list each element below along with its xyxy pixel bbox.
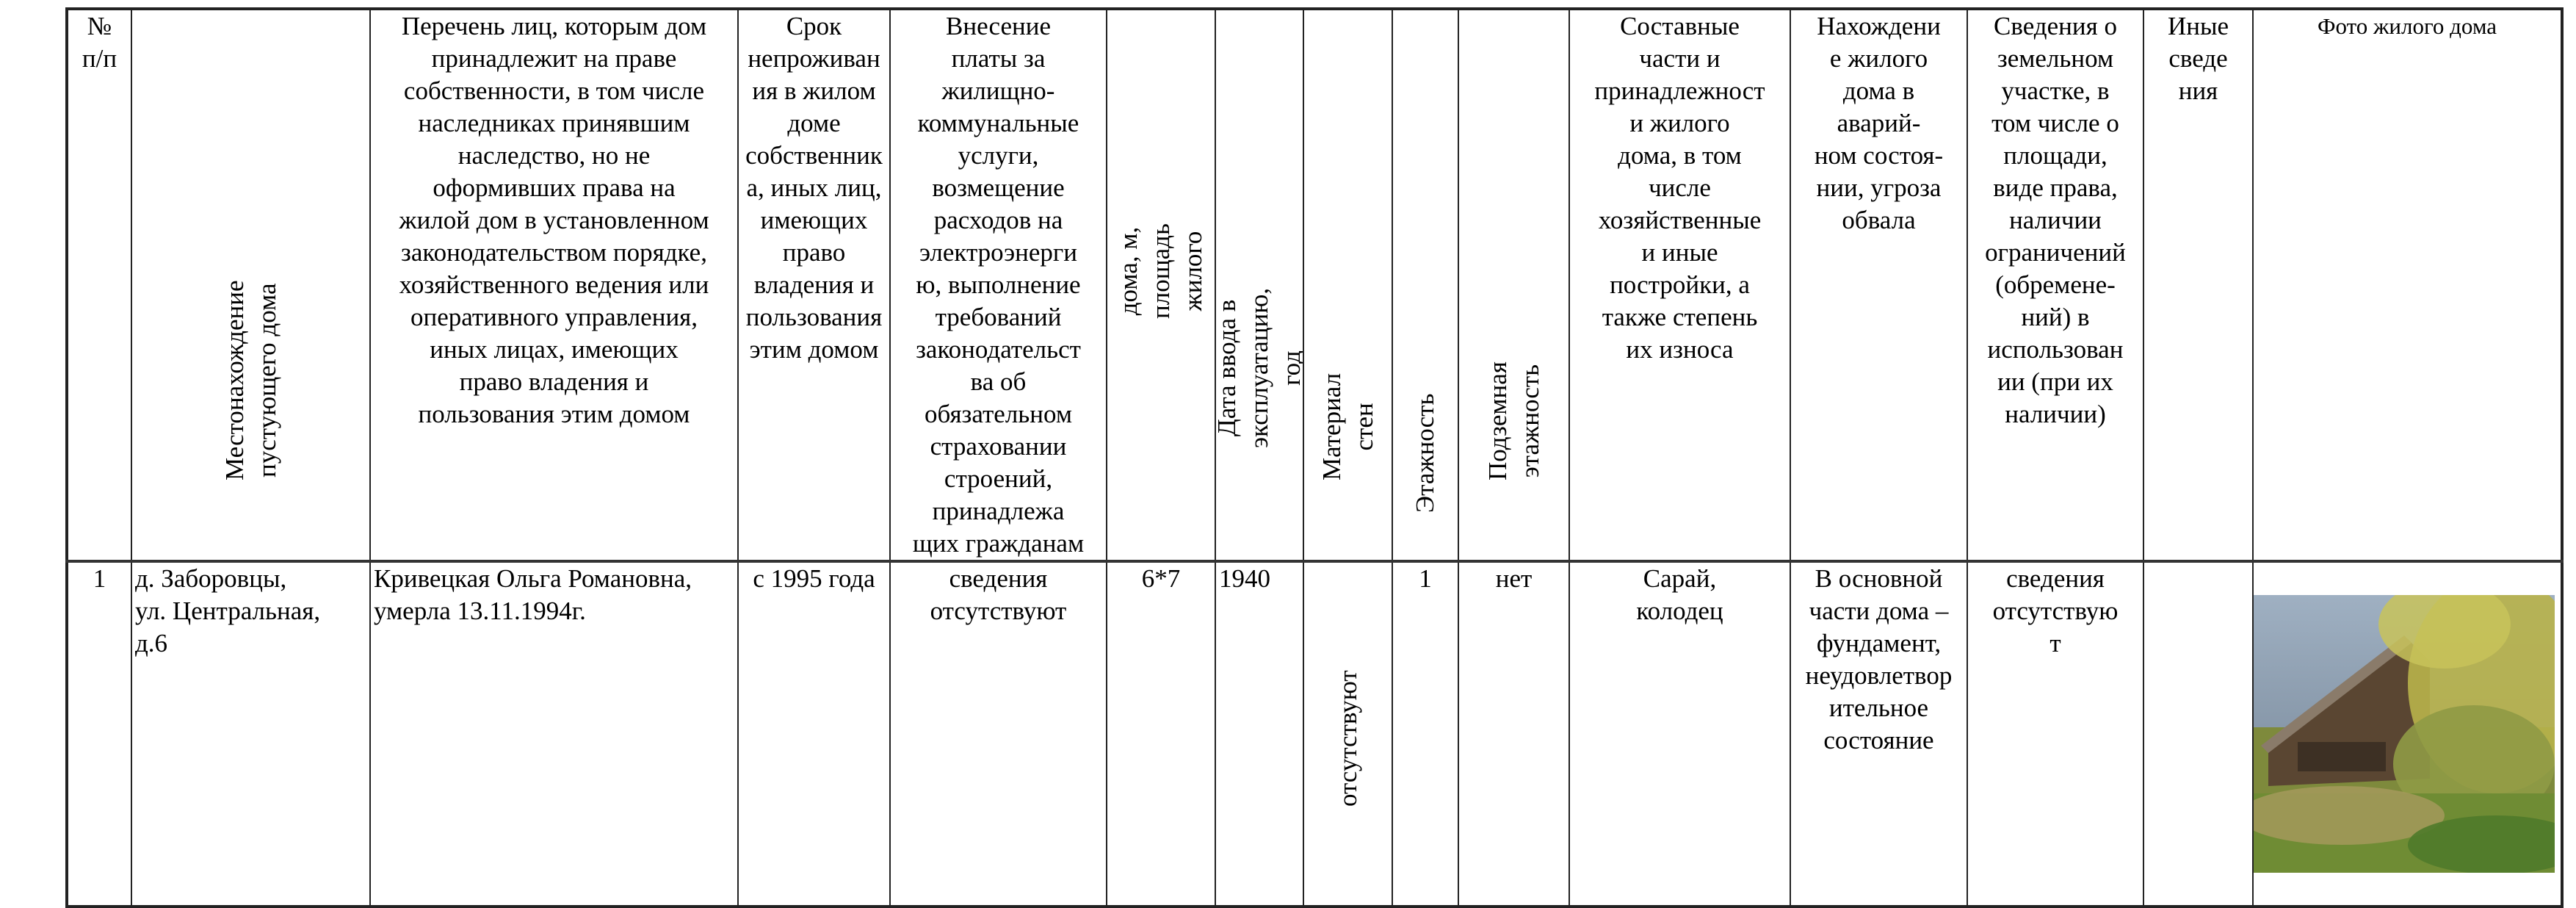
cell-absence-period: с 1995 года [737,561,891,907]
cut-off-text-line [65,0,2561,6]
cell-floors: 1 [1392,561,1459,907]
cell-photo [2252,561,2563,907]
cell-underground-floors: нет [1458,561,1570,907]
cell-num: 1 [66,561,132,907]
header-payments: Внесение платы за жилищно- коммунальные … [889,8,1107,563]
house-photo-icon [2254,595,2555,873]
table-header-row: № п/п Местонахождение пустующего дома Пе… [66,8,2563,563]
header-location: Местонахождение пустующего дома [131,8,371,563]
cell-size: 6*7 [1106,561,1216,907]
header-num: № п/п [66,8,132,563]
cell-wall-material: отсутствуют [1303,561,1393,907]
cell-emergency: В основной части дома – фундамент, неудо… [1790,561,1968,907]
table-row: 1 д. Заборовцы, ул. Центральная, д.6 Кри… [66,561,2563,907]
header-other: Иные сведе ния [2143,8,2254,563]
cell-owners: Кривецкая Ольга Романовна, умерла 13.11.… [369,561,739,907]
header-emergency: Нахождени е жилого дома в аварий- ном со… [1790,8,1968,563]
header-land: Сведения о земельном участке, в том числ… [1967,8,2144,563]
cell-commission-date: 1940 [1215,561,1304,907]
header-wall-material: Материал стен [1303,8,1393,563]
header-photo: Фото жилого дома [2252,8,2563,563]
header-absence-period: Срок непроживан ия в жилом доме собствен… [737,8,891,563]
cell-payments: сведения отсутствуют [889,561,1107,907]
header-commission-date: Дата ввода в эксплуатацию, год [1215,8,1304,563]
cell-components: Сарай, колодец [1569,561,1791,907]
header-underground-floors: Подземная этажность [1458,8,1570,563]
header-size: Размер жилого дома, м, площадь жилого до… [1106,8,1216,563]
cell-other [2143,561,2254,907]
cell-location: д. Заборовцы, ул. Центральная, д.6 [131,561,371,907]
header-components: Составные части и принадлежност и жилого… [1569,8,1791,563]
cell-land: сведения отсутствую т [1967,561,2144,907]
header-floors: Этажность [1392,8,1459,563]
empty-houses-table: № п/п Местонахождение пустующего дома Пе… [65,7,2564,908]
header-owners: Перечень лиц, которым дом принадлежит на… [369,8,739,563]
